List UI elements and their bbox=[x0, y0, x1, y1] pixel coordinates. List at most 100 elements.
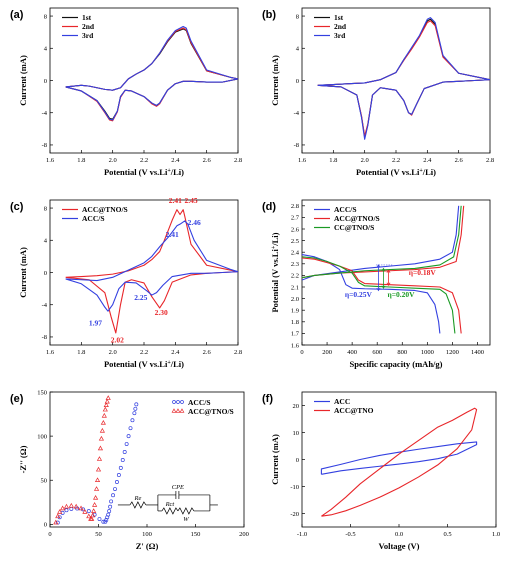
y-tick-label: 8 bbox=[44, 13, 47, 20]
x-tick-label: 150 bbox=[191, 531, 201, 538]
legend-marker bbox=[176, 400, 180, 404]
x-tick-label: 1.8 bbox=[329, 157, 337, 164]
x-axis-title-sup: + bbox=[419, 168, 423, 174]
series-line bbox=[302, 256, 456, 334]
x-tick-label: 50 bbox=[95, 531, 102, 538]
y-tick-label: 2.8 bbox=[291, 203, 299, 210]
panel-f: (f) -1.0 -0.5 0.0 0.5 1.0 -20 -10 0 10 20 Voltage (… bbox=[262, 391, 500, 551]
data-point-triangle bbox=[60, 505, 66, 511]
y-tick-label: 0 bbox=[44, 78, 47, 85]
y-tick-label: -4 bbox=[42, 302, 48, 309]
x-tick-label: 2.0 bbox=[109, 157, 117, 164]
y-tick-label: 2.4 bbox=[291, 250, 300, 257]
data-point-circle bbox=[109, 499, 114, 504]
plot-frame bbox=[49, 7, 239, 154]
data-point-triangle bbox=[57, 509, 63, 514]
data-point-circle bbox=[57, 515, 62, 520]
y-axis-title-sup: + bbox=[271, 245, 277, 249]
legend-label: ACC/S bbox=[82, 214, 105, 223]
plot-area bbox=[317, 17, 490, 140]
panel-label: (e) bbox=[10, 393, 24, 405]
x-axis-title-end: /Li) bbox=[170, 167, 184, 177]
data-point-circle bbox=[124, 442, 129, 447]
y-tick-label: 8 bbox=[296, 13, 299, 20]
data-point-circle bbox=[60, 510, 65, 515]
x-tick-label: 1.8 bbox=[77, 349, 85, 356]
legend-label: ACC bbox=[334, 397, 350, 406]
x-axis-title-end: /Li) bbox=[170, 359, 184, 369]
series-line-charge bbox=[302, 205, 462, 279]
data-point-triangle bbox=[91, 508, 97, 513]
peak-annotation: 1.97 bbox=[89, 319, 102, 328]
data-point-circle bbox=[86, 509, 91, 514]
y-tick-label: 1.9 bbox=[291, 308, 299, 315]
x-tick-label: 2.6 bbox=[203, 349, 212, 356]
data-point-circle bbox=[133, 406, 138, 411]
x-tick-label: 1000 bbox=[421, 349, 434, 356]
y-axis-title: Current (mA) bbox=[18, 247, 28, 298]
series-line bbox=[65, 209, 238, 334]
x-tick-label: 200 bbox=[322, 349, 332, 356]
data-point-triangle bbox=[53, 519, 59, 525]
y-tick-label: -4 bbox=[42, 110, 48, 117]
x-axis-title: Potential (V vs.Li+/Li) bbox=[356, 167, 436, 177]
y-tick-label: 2.3 bbox=[291, 261, 299, 268]
data-point-circle bbox=[106, 512, 111, 517]
data-point-triangle bbox=[101, 412, 107, 418]
y-axis-title-main: Current (mA) bbox=[18, 247, 28, 298]
data-point-circle bbox=[97, 517, 102, 522]
legend-label: ACC/S bbox=[334, 205, 357, 214]
x-tick-label: 0 bbox=[300, 349, 303, 356]
legend-label: ACC@TNO/S bbox=[334, 214, 380, 223]
series-line bbox=[320, 441, 478, 475]
panel-label: (b) bbox=[262, 9, 276, 21]
peak-annotation: 2.41 bbox=[169, 196, 182, 205]
x-axis-title: Potential (V vs.Li+/Li) bbox=[104, 359, 184, 369]
y-tick-label: 10 bbox=[293, 430, 300, 437]
y-tick-label: 1.7 bbox=[291, 331, 300, 338]
y-tick-label: -20 bbox=[290, 511, 299, 518]
data-point-circle bbox=[128, 426, 133, 431]
peak-annotation: 2.45 bbox=[184, 196, 197, 205]
circuit-label: Re bbox=[133, 495, 141, 502]
y-tick-label: 20 bbox=[293, 403, 300, 410]
legend-label: CC@TNO/S bbox=[334, 223, 374, 232]
legend-marker bbox=[172, 400, 176, 404]
x-tick-label: -1.0 bbox=[297, 531, 307, 538]
series-line bbox=[65, 25, 238, 121]
x-tick-label: 2.6 bbox=[455, 157, 464, 164]
data-point-triangle bbox=[78, 505, 84, 511]
x-tick-label: 2.2 bbox=[140, 157, 148, 164]
data-point-circle bbox=[116, 472, 121, 477]
x-tick-label: 200 bbox=[239, 531, 249, 538]
data-point-triangle bbox=[55, 513, 61, 519]
series-line bbox=[65, 28, 238, 120]
x-axis-title-main: Potential (V vs.Li bbox=[104, 167, 168, 177]
y-tick-label: 2.1 bbox=[291, 284, 299, 291]
data-point-circle bbox=[130, 418, 135, 423]
x-tick-label: 1.6 bbox=[46, 157, 55, 164]
peak-annotation: η=0.25V bbox=[345, 290, 373, 299]
x-tick-label: 1.0 bbox=[492, 531, 500, 538]
data-point-triangle bbox=[105, 395, 111, 400]
x-axis-title-main: Voltage (V) bbox=[379, 541, 420, 551]
y-tick-label: 0 bbox=[296, 457, 299, 464]
data-point-circle bbox=[134, 402, 139, 407]
panel-label: (c) bbox=[10, 201, 24, 213]
x-tick-label: 2.2 bbox=[392, 157, 400, 164]
y-tick-label: 50 bbox=[41, 478, 48, 485]
data-point-triangle bbox=[102, 406, 108, 412]
x-tick-label: 400 bbox=[347, 349, 357, 356]
y-tick-label: 2.7 bbox=[291, 215, 300, 222]
panel-a: (a) 1.6 1.8 2.0 2.2 2.4 2.6 2.8 -8 -4 0 4 8 Potential… bbox=[10, 7, 242, 177]
x-axis-title: Potential (V vs.Li+/Li) bbox=[104, 167, 184, 177]
legend-label: 3rd bbox=[82, 31, 94, 40]
circuit-label: Rct bbox=[165, 501, 175, 508]
legend-label: ACC@TNO/S bbox=[82, 205, 128, 214]
y-tick-label: 2.2 bbox=[291, 273, 299, 280]
data-point-circle bbox=[75, 506, 80, 511]
x-tick-label: 0.0 bbox=[395, 531, 403, 538]
